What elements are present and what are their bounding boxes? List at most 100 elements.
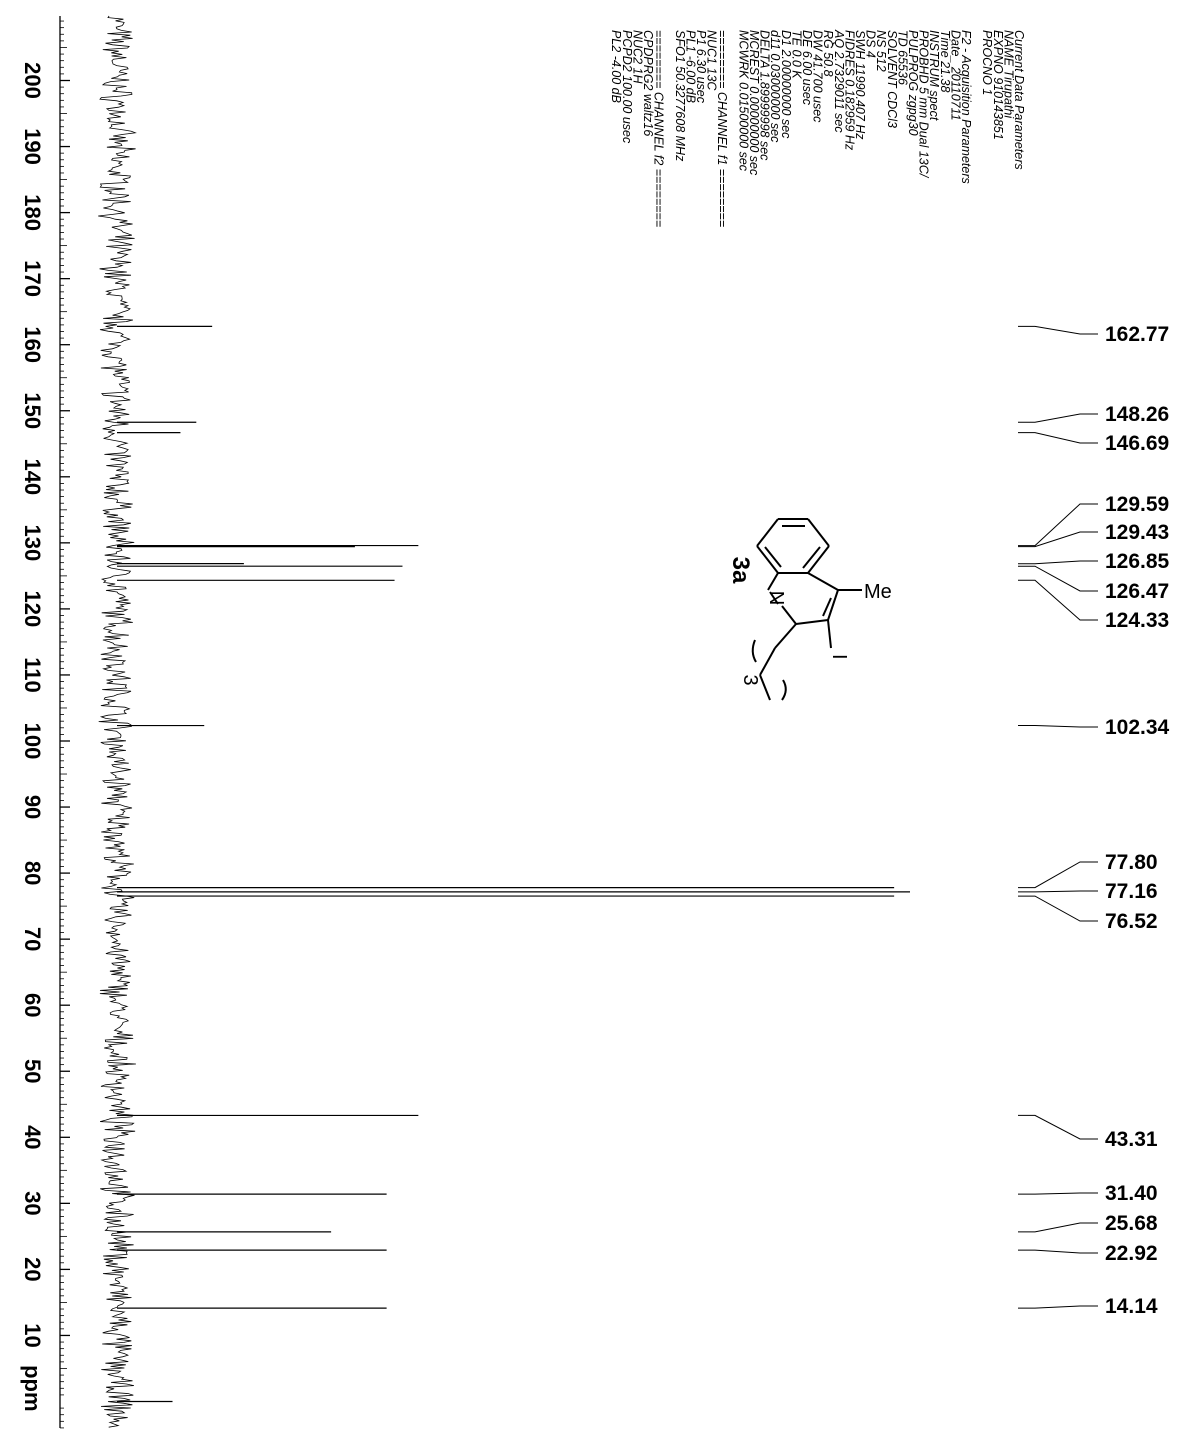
parameter-line: d11 0.03000000 sec — [768, 30, 782, 143]
parameter-line: DELTA 1.89999998 sec — [758, 30, 772, 161]
tick-label: 160 — [20, 326, 45, 363]
peak-label-connector — [1018, 861, 1098, 889]
parameter-line: NAME Tirupathi — [1001, 30, 1015, 119]
tick-label: 150 — [20, 392, 45, 429]
minor-ticks — [60, 20, 67, 1429]
parameter-line: TE 0.0 K — [789, 30, 803, 79]
parameter-line: FIDRES 0.182959 Hz — [842, 30, 856, 151]
peak-label: 77.16 — [1105, 880, 1158, 903]
peak-label-connector — [1018, 503, 1098, 547]
peak-label: 146.69 — [1105, 432, 1169, 455]
peak-label-connector — [1018, 1192, 1098, 1195]
tick-label: 120 — [20, 591, 45, 628]
peak-label: 22.92 — [1105, 1242, 1158, 1265]
peak-label-group: 162.77 148.26 146.69 129.59 129.43 126.85 126.… — [1018, 323, 1170, 1318]
peak-label-connector — [1018, 895, 1098, 922]
spectrum-peaks — [117, 325, 910, 1403]
parameter-line: DE 6.00 usec — [800, 30, 814, 106]
parameter-line: DW 41.700 usec — [811, 30, 825, 123]
parameter-line: EXPNO 910143851 — [991, 30, 1005, 140]
tick-label: 20 — [20, 1257, 45, 1281]
methyl-label: Me — [864, 581, 892, 603]
peak-label: 162.77 — [1105, 323, 1169, 346]
peak-label-connector — [1018, 531, 1098, 548]
parameter-line: Time 21.38 — [938, 30, 952, 92]
tick-label: 40 — [20, 1125, 45, 1149]
atom-n-label: N — [765, 591, 787, 605]
peak-label-connector — [1018, 432, 1098, 444]
peak-label: 129.59 — [1105, 493, 1169, 516]
chain-repeat-label: 3 — [739, 674, 761, 685]
parameter-line: SWH 11990.407 Hz — [853, 30, 867, 140]
peak-label-connector — [1018, 1222, 1098, 1233]
peak-label: 77.80 — [1105, 851, 1158, 874]
peak-label: 126.85 — [1105, 550, 1170, 573]
peak-label-connector — [1018, 890, 1098, 893]
tick-label: 200 — [20, 62, 45, 99]
parameter-line: PROCNO 1 — [980, 30, 994, 95]
peak-label: 126.47 — [1105, 580, 1169, 603]
tick-label: 130 — [20, 524, 45, 561]
parameter-line: PCPD2 100.00 usec — [620, 30, 634, 144]
parameter-line: TD 65536 — [895, 30, 909, 85]
tick-label: 180 — [20, 194, 45, 231]
compound-label: 3a — [727, 557, 754, 584]
parameter-line: PL1 -6.00 dB — [683, 30, 697, 103]
parameter-line: CPDPRG2 waltz16 — [641, 30, 655, 136]
peak-label: 31.40 — [1105, 1182, 1158, 1205]
peak-label: 102.34 — [1105, 716, 1170, 739]
peak-label: 14.14 — [1105, 1295, 1158, 1318]
parameter-line: Current Data Parameters — [1012, 30, 1026, 170]
parameter-line: Date_ 20110711 — [948, 30, 962, 121]
parameter-line: MCREST 0.00000000 sec — [747, 30, 761, 176]
parameter-line: INSTRUM spect — [927, 30, 941, 121]
peak-label-connector — [1018, 725, 1098, 728]
baseline-noise — [98, 15, 137, 1428]
parameter-line: AQ 2.7329011 sec — [832, 29, 846, 133]
tick-label: 70 — [20, 927, 45, 951]
peak-label-connector — [1018, 413, 1098, 423]
ppm-axis: 200 190 180 170 160 150 140 130 120 110 100 90 80 70 6… — [20, 16, 70, 1429]
structure-3a — [751, 518, 862, 701]
peak-label: 43.31 — [1105, 1128, 1158, 1151]
parameter-line: P1 6.30 usec — [694, 30, 708, 104]
peak-label-connector — [1018, 1114, 1098, 1140]
parameter-line: MCWRK 0.01500000 sec — [736, 30, 750, 172]
peak-label-connector — [1018, 560, 1098, 565]
tick-label: 50 — [20, 1059, 45, 1083]
parameter-line: PL2 -4.00 dB — [609, 30, 623, 103]
parameter-line: PROBHD 5 mm Dual 13C/ — [917, 30, 931, 179]
major-ticks: 200 190 180 170 160 150 140 130 120 110 100 90 80 70 6… — [20, 62, 70, 1412]
peak-label: 148.26 — [1105, 403, 1169, 426]
peak-label: 76.52 — [1105, 910, 1158, 933]
tick-label: 90 — [20, 795, 45, 819]
peak-label: 124.33 — [1105, 609, 1169, 632]
tick-label: 10 — [20, 1323, 45, 1347]
tick-label: 30 — [20, 1191, 45, 1215]
peak-label-connector — [1018, 579, 1098, 621]
peak-label-connector — [1018, 565, 1098, 592]
tick-label: 110 — [20, 657, 45, 693]
tick-label: 60 — [20, 993, 45, 1017]
tick-label: 100 — [20, 723, 45, 760]
parameter-line: SOLVENT CDCl3 — [885, 30, 899, 128]
parameter-line: ======== CHANNEL f1 ======== — [715, 30, 729, 227]
tick-label: 80 — [20, 861, 45, 885]
axis-unit-label: ppm — [20, 1365, 45, 1411]
parameter-line: NS 512 — [874, 30, 888, 72]
parameter-line: NUC1 13C — [705, 30, 719, 91]
parameter-line: F2 - Acquisition Parameters — [959, 30, 973, 184]
peak-label-connector — [1018, 325, 1098, 335]
parameter-line: D1 2.00000000 sec — [779, 30, 793, 139]
parameter-line: DS 4 — [864, 30, 878, 58]
peak-label: 25.68 — [1105, 1212, 1158, 1235]
peak-label-connector — [1018, 1305, 1098, 1309]
parameter-line: SFO1 50.3277608 MHz — [673, 30, 687, 162]
tick-label: 190 — [20, 128, 45, 165]
parameter-line: PULPROG zgpg30 — [906, 30, 920, 136]
tick-label: 170 — [20, 260, 45, 297]
peak-label-connector — [1018, 1249, 1098, 1254]
parameter-line: RG 50.8 — [821, 30, 835, 77]
